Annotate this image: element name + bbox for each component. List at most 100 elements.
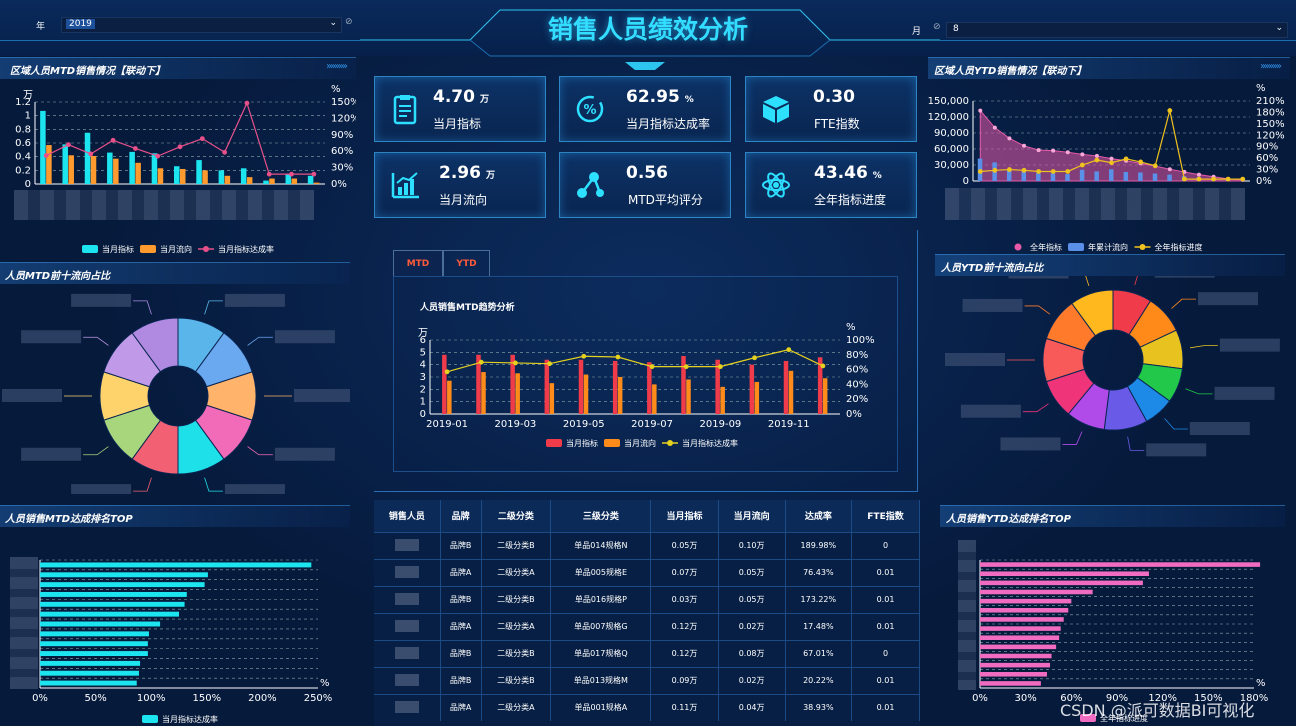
- table-header-cell[interactable]: 当月流向: [718, 500, 786, 532]
- tab-mtd[interactable]: MTD: [393, 250, 443, 276]
- table-header-cell[interactable]: 销售人员: [374, 500, 441, 532]
- table-cell: 0.03万: [650, 585, 719, 613]
- panel-header-rank-ytd: 人员销售YTD达成排名TOP: [940, 505, 1285, 527]
- x-tick-label: 0%: [972, 693, 988, 704]
- bar: [544, 359, 550, 414]
- line-point: [820, 363, 826, 369]
- page-title: 销售人员绩效分析: [547, 15, 748, 44]
- table-cell: 品牌A: [440, 612, 482, 640]
- month-label: 月: [912, 27, 922, 37]
- kpi-label: 当月指标达成率: [626, 117, 711, 131]
- table-row[interactable]: 品牌B 二级分类B 单品014规格N 0.05万 0.10万 189.98% 0: [374, 531, 920, 559]
- line-point: [1094, 157, 1100, 163]
- bar: [307, 175, 314, 184]
- tab-ytd[interactable]: YTD: [443, 250, 490, 276]
- line-point: [132, 146, 138, 151]
- legend-swatch: [142, 715, 158, 723]
- line-point: [1181, 176, 1187, 182]
- blurred-label: [71, 484, 132, 494]
- table-header-cell[interactable]: 品牌: [440, 500, 482, 532]
- table-row[interactable]: 品牌A 二级分类A 单品005规格E 0.07万 0.05万 76.43% 0.01: [374, 558, 920, 586]
- leader-line: [83, 336, 109, 346]
- bar: [1021, 171, 1027, 181]
- x-tick-label: 2019-09: [700, 419, 742, 430]
- line-point: [88, 151, 94, 157]
- rank-bar: [40, 601, 185, 607]
- year-select[interactable]: 2019 ⌄: [61, 17, 342, 33]
- y-tick-label: 150,000: [928, 96, 969, 107]
- bar: [583, 374, 589, 414]
- table-cell: 二级分类A: [481, 612, 552, 640]
- bar: [442, 354, 447, 414]
- bar: [1036, 173, 1041, 181]
- rank-bar: [980, 589, 1093, 595]
- month-select[interactable]: 8 ⌄: [946, 22, 1288, 38]
- table-cell: 0.01: [851, 558, 920, 586]
- month-clear-icon[interactable]: ⊘: [933, 22, 941, 32]
- table-cell: 0.12万: [650, 639, 719, 667]
- bar: [783, 360, 789, 414]
- table-cell: 0.07万: [650, 558, 719, 586]
- area-point: [1036, 148, 1041, 153]
- table-header-cell[interactable]: 三级分类: [550, 500, 652, 532]
- detail-table-frame: 销售人员 品牌 二级分类 三级分类 当月指标 当月流向 达成率 FTE指数 品牌B 二级分类B 单…: [374, 500, 920, 726]
- table-row[interactable]: 品牌A 二级分类A 单品001规格A 0.11万 0.04万 38.93% 0.01: [374, 693, 920, 721]
- table-row[interactable]: 品牌B 二级分类B 单品016规格P 0.03万 0.05万 173.22% 0.01: [374, 585, 920, 613]
- bar-chart-icon: [391, 172, 419, 199]
- kpi-card-mtd-score: 0.56 MTD平均评分: [559, 152, 731, 218]
- blurred-name: [394, 592, 419, 605]
- legend-label: 全年指标: [1030, 242, 1062, 252]
- blurred-label: [2, 389, 62, 402]
- area-point: [992, 125, 997, 130]
- table-cell: 单品014规格N: [550, 531, 652, 559]
- y-tick-label: 1.2: [15, 97, 31, 108]
- arrows-decoration-icon: ››››››››››: [326, 61, 348, 72]
- rank-bar: [40, 641, 148, 647]
- table-header-cell[interactable]: 二级分类: [481, 500, 552, 532]
- table-row[interactable]: 品牌B 二级分类B 单品017规格Q 0.12万 0.08万 67.01% 0: [374, 639, 920, 667]
- leader-line: [1134, 276, 1138, 286]
- bar: [151, 153, 158, 184]
- bar: [62, 144, 68, 184]
- table-cell: 0.02万: [718, 612, 786, 640]
- kpi-value: 4.70: [433, 87, 475, 107]
- y-tick-label: 0: [25, 179, 31, 190]
- table-cell: 二级分类A: [481, 558, 552, 586]
- table-header-cell[interactable]: 当月指标: [650, 500, 719, 532]
- kpi-label: 全年指标进度: [814, 193, 887, 207]
- rank-bar: [980, 617, 1064, 622]
- trend-inner-frame: [393, 276, 898, 472]
- bar: [40, 110, 46, 184]
- table-cell: [374, 666, 441, 694]
- table-cell: 品牌B: [440, 531, 482, 559]
- bar: [224, 175, 231, 184]
- table-cell: [374, 612, 441, 640]
- y2-tick-label: 80%: [846, 350, 868, 361]
- year-clear-icon[interactable]: ⊘: [345, 17, 353, 27]
- legend-label: 当月指标达成率: [682, 438, 738, 448]
- line-point: [649, 364, 655, 370]
- line-point: [1138, 159, 1144, 165]
- table-header-cell[interactable]: FTE指数: [851, 500, 920, 532]
- x-tick-label: 2019-03: [495, 419, 537, 430]
- blurred-name: [394, 565, 419, 578]
- blurred-label: [274, 330, 335, 344]
- bar: [202, 170, 208, 184]
- y2-tick-label: 60%: [846, 365, 868, 376]
- rank-bar: [980, 681, 1041, 686]
- table-cell: 0.11万: [650, 693, 719, 721]
- table-cell: 0.05万: [718, 558, 786, 586]
- line-point: [66, 142, 71, 148]
- blurred-rank-names: [10, 557, 38, 689]
- table-cell: 二级分类B: [481, 666, 552, 694]
- table-header-cell[interactable]: 达成率: [785, 500, 853, 532]
- bar: [1138, 172, 1143, 181]
- line-point: [1079, 162, 1085, 168]
- y2-tick-label: 40%: [846, 379, 868, 390]
- kpi-card-achievement-rate: % 62.95% 当月指标达成率: [559, 76, 731, 142]
- table-row[interactable]: 品牌B 二级分类B 单品013规格M 0.09万 0.02万 20.22% 0.01: [374, 666, 920, 694]
- x-unit-label: %: [320, 678, 330, 689]
- table-row[interactable]: 品牌A 二级分类A 单品007规格G 0.12万 0.02万 17.48% 0.01: [374, 612, 920, 640]
- y2-tick-label: 180%: [1256, 107, 1285, 118]
- line-point: [177, 144, 183, 150]
